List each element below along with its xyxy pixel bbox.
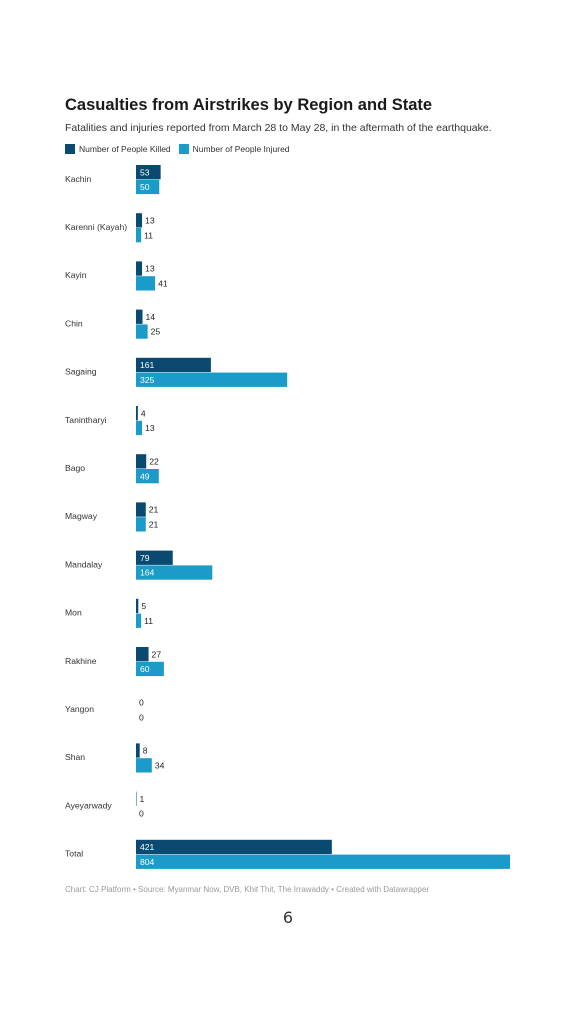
value-label-injured-sagaing: 325 — [140, 375, 155, 385]
bar-injured-mon — [136, 613, 142, 628]
value-label-killed-bago: 22 — [149, 456, 159, 466]
value-label-killed-mon: 5 — [141, 601, 146, 611]
value-label-injured-kachin: 50 — [140, 182, 150, 192]
value-label-killed-sagaing: 161 — [140, 360, 155, 370]
value-label-killed-tanintharyi: 4 — [141, 408, 146, 418]
chart-subtitle: Fatalities and injuries reported from Ma… — [65, 122, 492, 134]
bar-injured-shan — [136, 758, 152, 773]
bar-injured-kachin — [136, 179, 160, 195]
bar-killed-kayin — [136, 261, 143, 276]
category-label-kayin: Kayin — [65, 270, 87, 280]
bar-killed-shan — [136, 743, 140, 758]
value-label-injured-magway: 21 — [149, 519, 159, 529]
value-label-injured-rakhine: 60 — [140, 664, 150, 674]
category-label-rakhine: Rakhine — [65, 656, 97, 666]
value-label-injured-total: 804 — [140, 857, 155, 867]
value-label-injured-mandalay: 164 — [140, 568, 155, 578]
value-label-killed-shan: 8 — [143, 746, 148, 756]
bar-killed-mandalay — [136, 550, 173, 565]
value-label-killed-rakhine: 27 — [152, 649, 162, 659]
legend-swatch-killed — [65, 144, 75, 154]
value-label-killed-ayeyarwady: 1 — [139, 794, 144, 804]
category-label-mon: Mon — [65, 608, 82, 618]
bar-killed-tanintharyi — [136, 406, 138, 421]
category-label-shan: Shan — [65, 752, 85, 762]
bar-injured-bago — [136, 469, 159, 484]
value-label-killed-kayin: 13 — [145, 264, 155, 274]
bar-killed-total — [136, 839, 332, 855]
bar-injured-tanintharyi — [136, 420, 143, 436]
bar-killed-rakhine — [136, 647, 149, 662]
chart-legend: Number of People Killed Number of People… — [65, 144, 298, 154]
value-label-killed-chin: 14 — [146, 312, 156, 322]
bar-injured-sagaing — [136, 372, 288, 387]
bar-injured-kayin — [136, 276, 156, 291]
value-label-killed-kachin: 53 — [140, 167, 150, 177]
bar-killed-magway — [136, 502, 146, 517]
category-label-sagaing: Sagaing — [65, 367, 97, 377]
legend-swatch-injured — [178, 144, 189, 154]
category-label-yangon: Yangon — [65, 704, 94, 714]
bar-injured-magway — [136, 517, 146, 532]
category-label-chin: Chin — [65, 318, 83, 328]
value-label-injured-yangon: 0 — [139, 712, 144, 722]
legend-item-injured: Number of People Injured — [178, 144, 290, 154]
bar-killed-mon — [136, 598, 139, 614]
category-label-tanintharyi: Tanintharyi — [65, 415, 107, 425]
bar-injured-karenni-kayah — [136, 228, 142, 243]
category-label-total: Total — [65, 849, 83, 859]
chart-footer: Chart: CJ Platform • Source: Myanmar Now… — [65, 885, 430, 894]
bar-killed-bago — [136, 454, 147, 469]
value-label-injured-karenni-kayah: 11 — [144, 230, 153, 240]
category-label-mandalay: Mandalay — [65, 559, 103, 569]
value-label-killed-total: 421 — [140, 842, 155, 852]
category-label-kachin: Kachin — [65, 174, 91, 184]
bar-killed-kachin — [136, 165, 161, 180]
value-label-killed-yangon: 0 — [139, 697, 144, 707]
category-label-ayeyarwady: Ayeyarwady — [65, 800, 112, 810]
value-label-injured-chin: 25 — [151, 327, 161, 337]
bar-injured-total — [136, 854, 510, 869]
chart-title: Casualties from Airstrikes by Region and… — [65, 96, 433, 114]
category-label-karenni-kayah: Karenni (Kayah) — [65, 222, 127, 232]
legend-label-killed: Number of People Killed — [79, 144, 171, 154]
category-label-bago: Bago — [65, 463, 85, 473]
bar-killed-sagaing — [136, 357, 211, 373]
bar-injured-mandalay — [136, 565, 213, 580]
value-label-killed-magway: 21 — [149, 505, 159, 515]
bar-killed-karenni-kayah — [136, 213, 143, 228]
value-label-injured-mon: 11 — [144, 616, 153, 626]
value-label-killed-karenni-kayah: 13 — [145, 215, 155, 225]
value-label-injured-bago: 49 — [140, 471, 150, 481]
legend-label-injured: Number of People Injured — [192, 144, 290, 154]
legend-item-killed: Number of People Killed — [65, 144, 171, 154]
bar-injured-rakhine — [136, 661, 164, 677]
bar-killed-chin — [136, 309, 143, 324]
page-number: 6 — [282, 908, 294, 927]
value-label-injured-ayeyarwady: 0 — [139, 809, 144, 819]
bar-injured-chin — [136, 324, 148, 339]
value-label-injured-tanintharyi: 13 — [145, 423, 155, 433]
value-label-injured-shan: 34 — [155, 760, 165, 770]
category-label-magway: Magway — [65, 511, 98, 521]
value-label-injured-kayin: 41 — [158, 278, 168, 288]
value-label-killed-mandalay: 79 — [140, 553, 150, 563]
